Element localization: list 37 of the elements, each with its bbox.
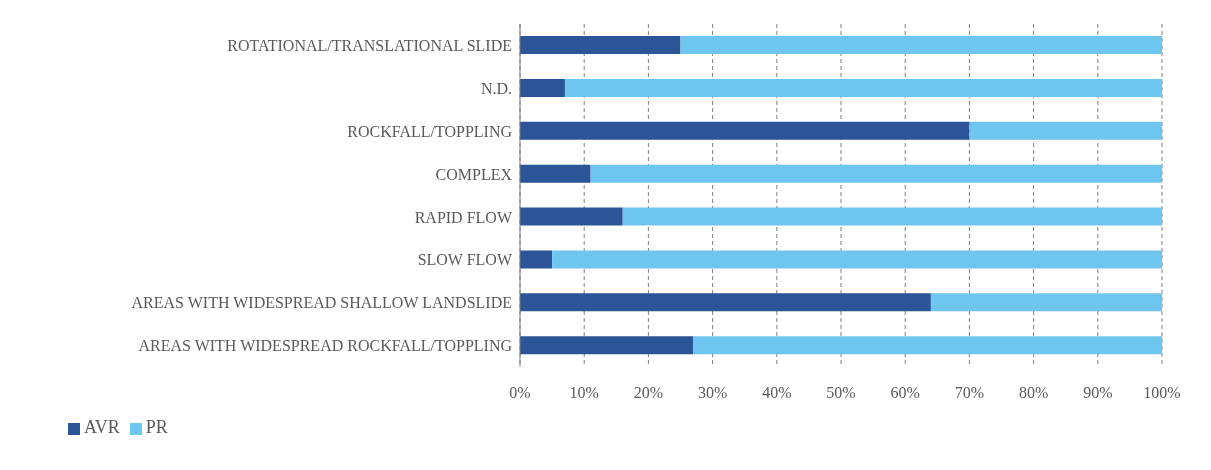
- bar: [520, 164, 591, 183]
- bar: [590, 164, 1162, 183]
- legend-label: PR: [145, 417, 168, 437]
- y-tick-label: SLOW FLOW: [417, 251, 513, 269]
- bar: [520, 336, 694, 355]
- y-tick-label: AREAS WITH WIDESPREAD SHALLOW LANDSLIDE: [131, 294, 512, 312]
- bar: [552, 250, 1162, 269]
- x-tick-label: 20%: [633, 384, 664, 402]
- bar: [520, 78, 565, 97]
- bar: [520, 250, 553, 269]
- x-tick-label: 0%: [509, 384, 531, 402]
- x-tick-label: 30%: [697, 384, 728, 402]
- x-tick-label: 10%: [569, 384, 599, 402]
- y-tick-label: ROTATIONAL/TRANSLATIONAL SLIDE: [227, 37, 512, 55]
- bar: [680, 36, 1162, 54]
- legend-label: AVR: [84, 417, 120, 437]
- y-tick-label: RAPID FLOW: [414, 208, 513, 226]
- bar: [520, 36, 681, 54]
- x-tick-label: 50%: [826, 384, 856, 402]
- x-tick-label: 80%: [1018, 384, 1049, 402]
- x-tick-label: 90%: [1083, 384, 1113, 402]
- y-tick-label: COMPLEX: [435, 165, 513, 183]
- y-tick-label: N.D.: [480, 79, 512, 97]
- bar: [520, 207, 623, 226]
- x-tick-label: 40%: [762, 384, 792, 402]
- bar: [622, 207, 1162, 226]
- x-tick-label: 100%: [1143, 384, 1181, 402]
- bar: [969, 121, 1162, 140]
- bar: [930, 293, 1162, 312]
- y-tick-label: AREAS WITH WIDESPREAD ROCKFALL/TOPPLING: [138, 337, 513, 355]
- x-tick-label: 70%: [954, 384, 985, 402]
- bar: [520, 121, 970, 140]
- bar: [520, 293, 931, 312]
- y-tick-label: ROCKFALL/TOPPLING: [347, 122, 513, 140]
- x-tick-label: 60%: [890, 384, 920, 402]
- bar: [693, 336, 1162, 355]
- bar: [564, 78, 1162, 97]
